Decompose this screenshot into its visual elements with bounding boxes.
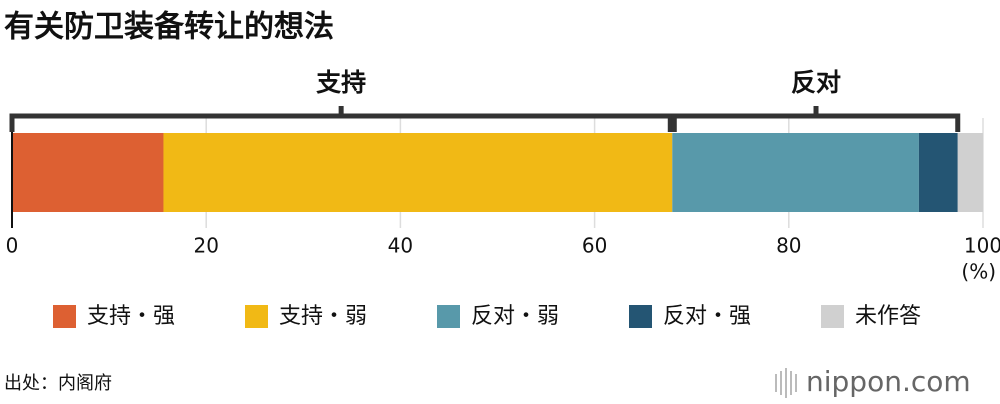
source: 出处：内阁府 [4,373,112,394]
legend-swatch [629,305,652,328]
annotation: 反对 [791,68,841,97]
x-tick-label: 0 [6,234,19,258]
bar-segment [957,133,983,212]
chart-title: 有关防卫装备转让的想法 [4,10,334,45]
legend-label: 支持・强 [87,304,175,329]
x-tick-label: 20 [193,234,218,258]
x-tick-label: 60 [582,234,607,258]
legend-swatch [437,305,460,328]
legend-label: 支持・弱 [279,304,367,329]
x-tick-label: 40 [388,234,413,258]
legend-label: 未作答 [855,304,921,329]
logo: nippon.com [806,365,971,398]
x-tick-label: 100 [964,234,1000,258]
legend-label: 反对・弱 [471,304,559,329]
bracket [671,106,961,132]
x-axis-label: (%) [961,260,996,284]
logo-icon [775,368,797,398]
legend-swatch [821,305,844,328]
bar-segment [918,133,958,212]
legend-swatch [245,305,268,328]
bar-segment [672,133,919,212]
annotation: 支持 [316,68,366,97]
legend-swatch [53,305,76,328]
bar-segment [12,133,164,212]
x-tick-label: 80 [776,234,801,258]
legend-label: 反对・强 [663,304,751,329]
bar-segment [163,133,673,212]
bracket [9,106,673,132]
